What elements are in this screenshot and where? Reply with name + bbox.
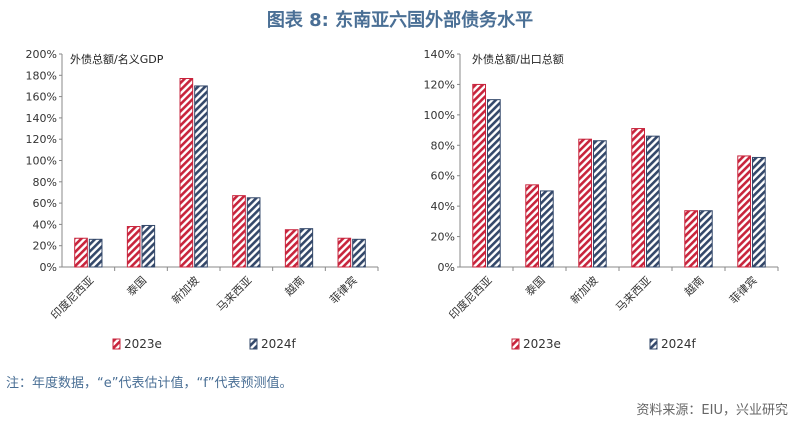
bar-2023e-泰国 bbox=[126, 226, 141, 268]
y-tick-label: 200% bbox=[26, 48, 57, 61]
y-tick-label: 60% bbox=[431, 170, 455, 183]
bar-2024f-新加坡 bbox=[593, 140, 607, 268]
source-note: 资料来源：EIU，兴业研究 bbox=[636, 403, 788, 418]
bar-2024f-泰国 bbox=[540, 190, 554, 268]
bar-2024f-马来西亚 bbox=[246, 197, 261, 268]
bar-2023e-菲律宾 bbox=[737, 155, 752, 268]
bar-2023e-马来西亚 bbox=[631, 128, 646, 268]
y-tick-label: 0% bbox=[438, 261, 455, 274]
legend-swatch-2023e bbox=[112, 338, 121, 350]
y-tick-label: 40% bbox=[33, 218, 57, 231]
bar-2023e-越南 bbox=[284, 229, 299, 268]
figure-title: 图表 8: 东南亚六国外部债务水平 bbox=[266, 10, 534, 31]
x-tick-label: 越南 bbox=[681, 273, 706, 298]
bar-2023e-泰国 bbox=[525, 184, 540, 268]
bar-2023e-印度尼西亚 bbox=[472, 83, 486, 268]
y-tick-label: 120% bbox=[424, 78, 455, 91]
y-tick-label: 180% bbox=[26, 69, 57, 82]
bar-2024f-越南 bbox=[299, 228, 314, 268]
bar-2023e-新加坡 bbox=[578, 138, 593, 268]
bar-2023e-菲律宾 bbox=[337, 237, 352, 268]
x-tick-label: 泰国 bbox=[522, 273, 547, 298]
y-tick-label: 20% bbox=[33, 240, 57, 253]
bar-2024f-菲律宾 bbox=[352, 238, 366, 268]
chart-debt-to-gdp-svg: 0% 20% 40% 60% 80% 100% 120% 140% 160% 180% 200% 外债… bbox=[26, 48, 379, 351]
bar-2024f-越南 bbox=[699, 210, 713, 268]
y-tick-label: 80% bbox=[431, 139, 455, 152]
bar-2024f-印度尼西亚 bbox=[88, 238, 103, 268]
bar-2023e-新加坡 bbox=[179, 77, 194, 268]
footnote: 注：年度数据，“e”代表估计值，“f”代表预测值。 bbox=[6, 376, 293, 391]
y-tick-label: 100% bbox=[424, 109, 455, 122]
y-tick-label: 20% bbox=[431, 231, 455, 244]
bar-2024f-新加坡 bbox=[194, 85, 208, 268]
chart-debt-to-exports-svg: 0% 20% 40% 60% 80% 100% 120% 140% 外债总额/出口总额印度尼西亚… bbox=[424, 48, 779, 351]
y-tick-label: 160% bbox=[26, 91, 57, 104]
legend-swatch-2024f bbox=[249, 338, 258, 350]
bar-2024f-马来西亚 bbox=[646, 135, 660, 268]
chart-title: 外债总额/名义GDP bbox=[70, 52, 164, 66]
x-tick-label: 印度尼西亚 bbox=[446, 273, 495, 322]
y-tick-label: 100% bbox=[26, 155, 57, 168]
y-tick-label: 140% bbox=[424, 48, 455, 61]
bar-2024f-泰国 bbox=[141, 224, 156, 268]
legend-swatch-2024f bbox=[649, 338, 658, 350]
x-tick-label: 菲律宾 bbox=[726, 273, 759, 306]
legend-label-2023e: 2023e bbox=[124, 337, 162, 351]
legend-label-2024f: 2024f bbox=[261, 337, 297, 351]
legend-label-2023e: 2023e bbox=[523, 337, 561, 351]
y-tick-label: 0% bbox=[40, 261, 57, 274]
x-tick-label: 新加坡 bbox=[567, 273, 600, 306]
legend-label-2024f: 2024f bbox=[661, 337, 697, 351]
y-tick-label: 120% bbox=[26, 133, 57, 146]
bar-2023e-越南 bbox=[684, 210, 699, 268]
bar-2023e-马来西亚 bbox=[232, 195, 246, 268]
bar-2024f-菲律宾 bbox=[752, 156, 766, 268]
y-tick-label: 140% bbox=[26, 112, 57, 125]
x-tick-label: 马来西亚 bbox=[613, 274, 653, 314]
chart-title: 外债总额/出口总额 bbox=[472, 52, 564, 66]
bar-2024f-印度尼西亚 bbox=[487, 99, 501, 268]
y-tick-label: 80% bbox=[33, 176, 57, 189]
y-tick-label: 40% bbox=[431, 200, 455, 213]
legend-swatch-2023e bbox=[511, 338, 520, 350]
y-tick-label: 60% bbox=[33, 197, 57, 210]
bar-2023e-印度尼西亚 bbox=[74, 237, 88, 268]
